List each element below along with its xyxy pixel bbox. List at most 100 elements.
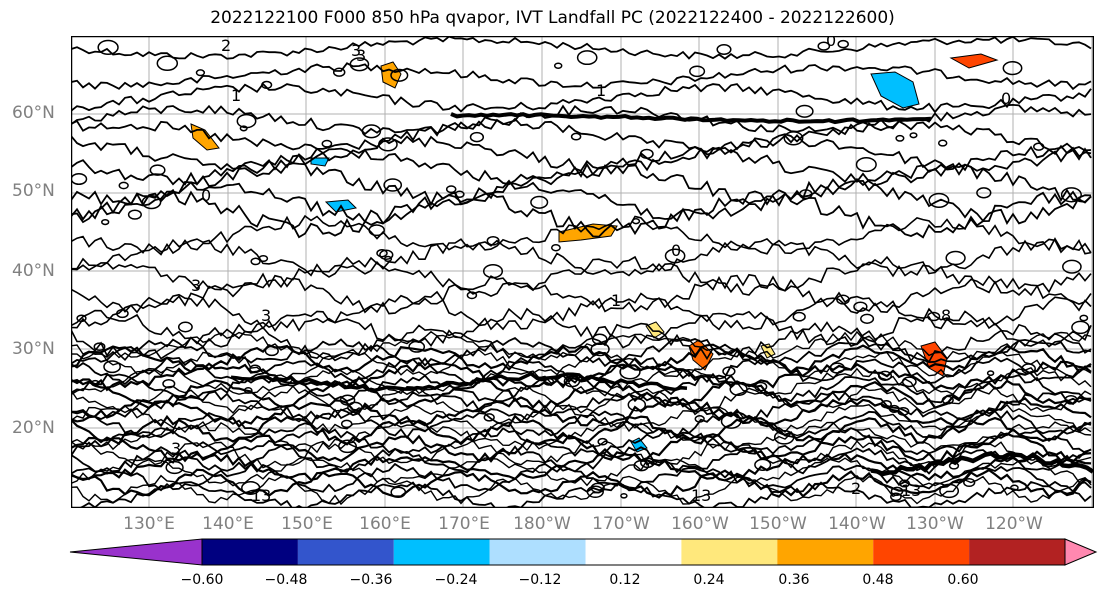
colorbar-segment bbox=[969, 539, 1065, 565]
contour-label: 13 bbox=[901, 481, 921, 500]
lon-label: 180°W bbox=[513, 514, 571, 534]
contour-cell bbox=[716, 44, 732, 55]
contour-line bbox=[71, 117, 1092, 153]
contour-line bbox=[71, 291, 1092, 332]
contour-line bbox=[71, 162, 1092, 207]
contour-cell bbox=[591, 333, 608, 346]
lat-label: 40°N bbox=[12, 261, 55, 281]
contour-cell bbox=[860, 313, 875, 324]
contour-cell bbox=[795, 104, 814, 118]
contour-cell bbox=[1079, 314, 1089, 322]
contour-line bbox=[71, 420, 1092, 452]
contour-cell bbox=[469, 131, 485, 143]
colorbar-tick-label: −0.60 bbox=[180, 572, 224, 588]
colorbar-segment bbox=[489, 539, 586, 565]
lon-label: 160°W bbox=[671, 514, 729, 534]
contour-cell bbox=[103, 360, 121, 374]
contour-cell bbox=[694, 415, 705, 423]
contour-cell bbox=[829, 362, 845, 374]
contour-cell bbox=[243, 387, 253, 394]
colorbar-tick-label: 0.12 bbox=[609, 572, 641, 588]
colorbar-tick-label: −0.12 bbox=[518, 572, 562, 588]
contour-line bbox=[230, 371, 688, 392]
contour-cell bbox=[590, 342, 610, 357]
contour-lines bbox=[71, 36, 1094, 508]
contour-cell bbox=[408, 340, 426, 353]
contour-cell bbox=[340, 419, 353, 429]
anomaly-fill-yellow bbox=[645, 321, 665, 339]
contour-cell bbox=[258, 254, 269, 263]
contour-cell bbox=[619, 364, 641, 380]
contour-cell bbox=[454, 190, 465, 199]
lon-label: 150°W bbox=[749, 514, 807, 534]
contour-cell bbox=[332, 67, 346, 77]
contour-cell bbox=[177, 321, 193, 333]
contour-cell bbox=[576, 50, 598, 66]
contour-label: 13 bbox=[251, 486, 271, 505]
contour-line bbox=[870, 450, 1094, 477]
lat-label: 60°N bbox=[12, 103, 55, 123]
colorbar-segment bbox=[202, 539, 298, 565]
contour-cell bbox=[754, 381, 768, 392]
contour-cell bbox=[93, 342, 106, 352]
contour-cell bbox=[101, 218, 110, 226]
contour-line bbox=[71, 133, 1092, 172]
contour-cell bbox=[383, 178, 403, 192]
contour-cell bbox=[941, 395, 954, 405]
contour-cell bbox=[321, 139, 333, 148]
contour-line bbox=[71, 321, 1092, 364]
map-frame bbox=[71, 36, 1094, 508]
contour-label: 1 bbox=[611, 291, 621, 310]
lon-label: 170°W bbox=[592, 514, 650, 534]
contour-cell bbox=[368, 224, 385, 237]
contour-cell bbox=[379, 249, 394, 261]
contour-cell bbox=[937, 139, 948, 147]
figure-title: 2022122100 F000 850 hPa qvapor, IVT Land… bbox=[210, 8, 895, 28]
contour-cell bbox=[639, 148, 654, 160]
contour-cell bbox=[909, 132, 918, 139]
contour-cell bbox=[627, 397, 647, 412]
contour-cell bbox=[895, 134, 905, 142]
colorbar-extend-low bbox=[69, 538, 203, 566]
contour-cell bbox=[631, 218, 641, 225]
contour-cell bbox=[586, 485, 604, 499]
colorbar-segment bbox=[585, 539, 682, 565]
contour-cell bbox=[880, 400, 892, 409]
contour-line bbox=[71, 178, 1092, 225]
lon-label: 150°E bbox=[281, 514, 333, 534]
contour-cell bbox=[483, 413, 495, 422]
contour-cell bbox=[97, 39, 119, 56]
contour-cell bbox=[378, 137, 398, 152]
contour-cell bbox=[241, 481, 261, 495]
contour-cell bbox=[927, 311, 941, 322]
contour-line bbox=[71, 408, 1092, 440]
contour-line bbox=[71, 214, 1092, 256]
contour-cell bbox=[162, 378, 176, 389]
contour-cell bbox=[347, 401, 363, 413]
contour-cell bbox=[149, 164, 166, 176]
contour-cell bbox=[897, 406, 910, 416]
contour-cell bbox=[798, 189, 813, 200]
contour-cell bbox=[249, 364, 262, 374]
colorbar bbox=[69, 538, 1098, 566]
contour-cell bbox=[553, 62, 563, 69]
contour-cell bbox=[1062, 259, 1082, 274]
contour-label: 2 bbox=[851, 479, 861, 498]
anomaly-fill-blue bbox=[870, 71, 920, 109]
contour-cell bbox=[339, 394, 356, 406]
colorbar-segment bbox=[777, 539, 874, 565]
contour-cell bbox=[195, 69, 206, 77]
contour-line bbox=[71, 255, 1092, 298]
contour-cell bbox=[722, 366, 736, 377]
contour-line bbox=[71, 384, 1092, 416]
contour-label: 2 bbox=[221, 36, 231, 55]
contour-cell bbox=[239, 125, 248, 132]
contour-line bbox=[71, 237, 1092, 278]
contour-line bbox=[450, 112, 932, 125]
contour-cell bbox=[689, 65, 706, 78]
anomaly-fill-orange bbox=[190, 123, 220, 151]
contour-cell bbox=[773, 429, 795, 445]
contour-cell bbox=[361, 124, 382, 139]
contour-line bbox=[71, 462, 1092, 493]
